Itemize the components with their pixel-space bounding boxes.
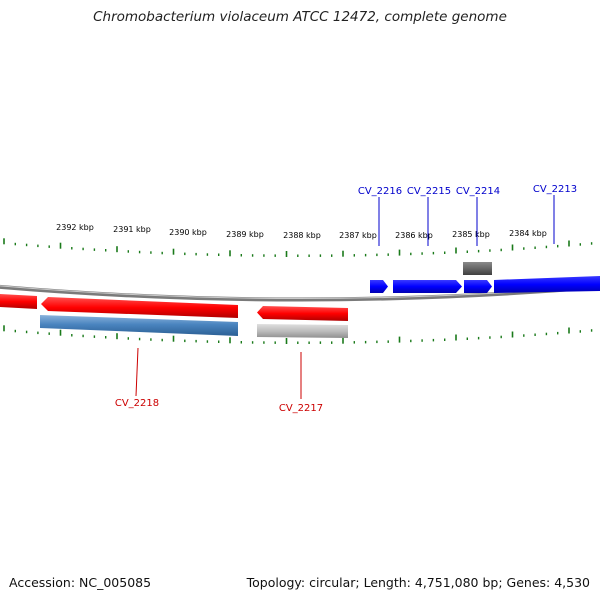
forward-genes (370, 262, 600, 293)
label-cv2218[interactable]: CV_2218 (115, 398, 159, 409)
reverse-label-leaders (135, 347, 302, 399)
reverse-gene-labels: CV_2218 CV_2217 (115, 398, 323, 414)
forward-label-leaders (378, 195, 555, 246)
label-cv2214[interactable]: CV_2214 (456, 186, 500, 197)
map-title: Chromobacterium violaceum ATCC 12472, co… (93, 9, 507, 25)
tick-label-2384: 2384 kbp (509, 229, 547, 238)
forward-feature-block[interactable] (463, 262, 492, 275)
gene-cv2214[interactable] (464, 280, 492, 293)
genome-summary-text: Topology: circular; Length: 4,751,080 bp… (246, 575, 590, 590)
tick-label-2385: 2385 kbp (452, 230, 490, 239)
gene-cv2215[interactable] (393, 280, 462, 293)
outer-tick-ring (3, 238, 593, 257)
tick-label-2392: 2392 kbp (56, 223, 94, 232)
inner-tick-ring (3, 325, 593, 344)
genome-backbone (0, 284, 600, 302)
kbp-tick-labels: 2392 kbp 2391 kbp 2390 kbp 2389 kbp 2388… (56, 223, 547, 240)
label-cv2215[interactable]: CV_2215 (407, 186, 451, 197)
forward-gene-labels: CV_2216 CV_2215 CV_2214 CV_2213 (358, 184, 577, 197)
tick-label-2390: 2390 kbp (169, 228, 207, 237)
cds-block-cv2217[interactable] (257, 324, 348, 338)
leader-cv2218 (135, 347, 139, 397)
gene-cv2217[interactable] (257, 306, 348, 321)
reverse-genes (0, 294, 348, 338)
label-cv2213[interactable]: CV_2213 (533, 184, 577, 195)
gene-left-partial[interactable] (0, 294, 37, 309)
gene-cv2216[interactable] (370, 280, 388, 293)
tick-label-2387: 2387 kbp (339, 231, 377, 240)
gene-cv2213[interactable] (494, 276, 600, 293)
tick-label-2391: 2391 kbp (113, 225, 151, 234)
tick-label-2388: 2388 kbp (283, 231, 321, 240)
label-cv2216[interactable]: CV_2216 (358, 186, 402, 197)
tick-label-2389: 2389 kbp (226, 230, 264, 239)
gene-cv2218[interactable] (41, 297, 238, 318)
cds-block-cv2218[interactable] (40, 315, 238, 336)
label-cv2217[interactable]: CV_2217 (279, 403, 323, 414)
accession-text: Accession: NC_005085 (9, 575, 152, 590)
tick-label-2386: 2386 kbp (395, 231, 433, 240)
